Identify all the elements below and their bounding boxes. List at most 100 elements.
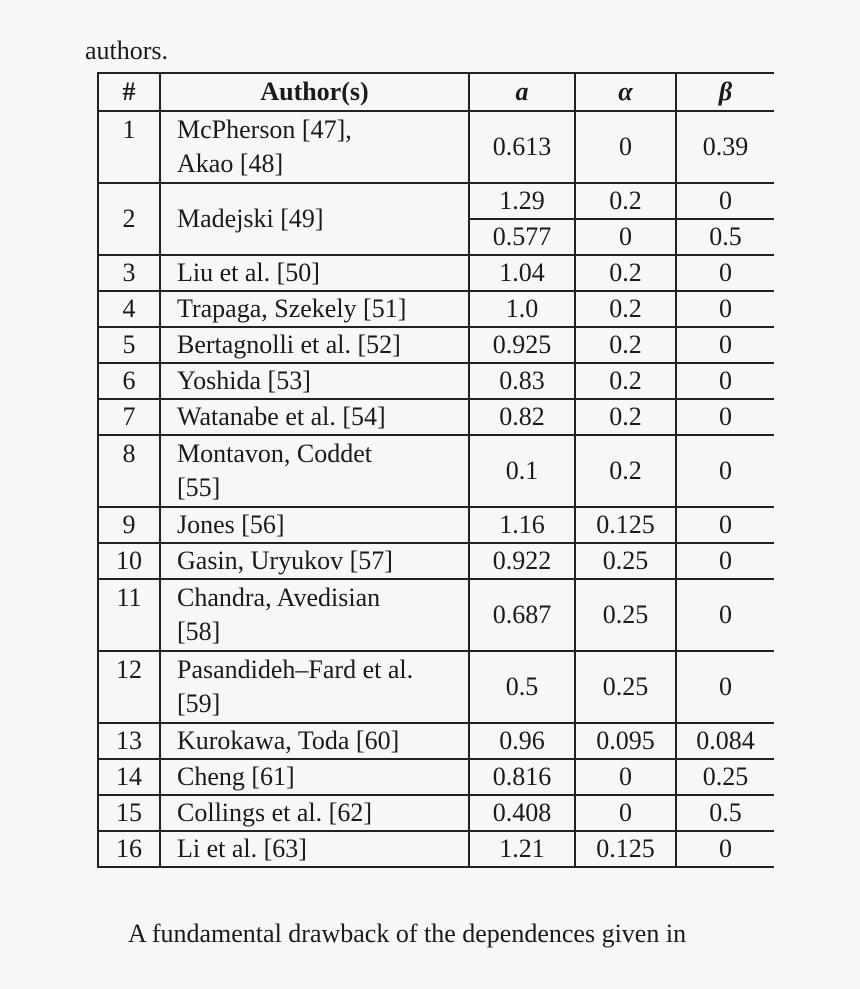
value-a: 0.577	[468, 218, 576, 256]
table-row: 5 Bertagnolli et al. [52] 0.925 0.2 0	[97, 326, 774, 364]
author-line: Jones [56]	[177, 510, 285, 539]
author-cell: Bertagnolli et al. [52]	[159, 326, 470, 364]
author-cell: Madejski [49]	[159, 182, 470, 256]
author-line: Chandra, Avedisian	[177, 583, 381, 612]
value-alpha: 0.2	[574, 290, 677, 328]
table-row: 6 Yoshida [53] 0.83 0.2 0	[97, 362, 774, 400]
value-beta: 0.5	[675, 218, 774, 256]
value-alpha: 0.25	[574, 578, 677, 652]
row-number: 5	[97, 326, 161, 364]
table-row: 7 Watanabe et al. [54] 0.82 0.2 0	[97, 398, 774, 436]
value-beta: 0	[675, 650, 774, 724]
value-beta: 0	[675, 578, 774, 652]
value-alpha: 0.2	[574, 362, 677, 400]
header-number: #	[97, 72, 161, 112]
value-a: 0.1	[468, 434, 576, 508]
header-beta: β	[675, 72, 774, 112]
row-number: 12	[97, 650, 161, 724]
author-cell: Collings et al. [62]	[159, 794, 470, 832]
value-a: 1.04	[468, 254, 576, 292]
author-cell: Chandra, Avedisian [58]	[159, 578, 470, 652]
author-line: Kurokawa, Toda [60]	[177, 726, 400, 755]
value-alpha: 0.25	[574, 542, 677, 580]
header-alpha: α	[574, 72, 677, 112]
author-line: Montavon, Coddet	[177, 439, 372, 468]
header-a: a	[468, 72, 576, 112]
author-cell: McPherson [47], Akao [48]	[159, 110, 470, 184]
value-alpha: 0.2	[574, 326, 677, 364]
value-alpha: 0.2	[574, 182, 677, 220]
value-alpha: 0	[574, 758, 677, 796]
table-row: 16 Li et al. [63] 1.21 0.125 0	[97, 830, 774, 868]
row-number: 16	[97, 830, 161, 868]
value-beta: 0	[675, 830, 774, 868]
value-alpha: 0.2	[574, 254, 677, 292]
value-alpha: 0.2	[574, 434, 677, 508]
row-number: 4	[97, 290, 161, 328]
following-text: A fundamental drawback of the dependence…	[128, 919, 687, 948]
value-alpha: 0.125	[574, 506, 677, 544]
author-line: [59]	[177, 689, 221, 718]
value-a: 0.82	[468, 398, 576, 436]
value-a: 0.687	[468, 578, 576, 652]
row-number: 2	[97, 182, 161, 256]
row-number: 15	[97, 794, 161, 832]
author-line: Liu et al. [50]	[177, 258, 320, 287]
author-line: Bertagnolli et al. [52]	[177, 330, 401, 359]
author-cell: Kurokawa, Toda [60]	[159, 722, 470, 760]
value-alpha: 0.095	[574, 722, 677, 760]
value-a: 1.0	[468, 290, 576, 328]
value-a: 0.816	[468, 758, 576, 796]
author-line: Akao [48]	[177, 149, 284, 178]
author-line: Trapaga, Szekely [51]	[177, 294, 407, 323]
author-line: McPherson [47],	[177, 115, 352, 144]
author-cell: Liu et al. [50]	[159, 254, 470, 292]
author-cell: Watanabe et al. [54]	[159, 398, 470, 436]
value-a: 1.16	[468, 506, 576, 544]
authors-coefficients-table: # Author(s) a α β 1 McPherson [47], Akao […	[97, 72, 774, 868]
table-row: 15 Collings et al. [62] 0.408 0 0.5	[97, 794, 774, 832]
author-line: Pasandideh–Fard et al.	[177, 655, 414, 684]
table-row: 1 McPherson [47], Akao [48] 0.613 0 0.39	[97, 110, 774, 184]
value-beta: 0.5	[675, 794, 774, 832]
table-row: 2 Madejski [49] 1.29 0.2 0	[97, 182, 774, 256]
row-number: 3	[97, 254, 161, 292]
value-beta: 0	[675, 326, 774, 364]
value-a: 0.925	[468, 326, 576, 364]
value-beta: 0	[675, 434, 774, 508]
value-alpha: 0	[574, 110, 677, 184]
value-alpha: 0.25	[574, 650, 677, 724]
row-number: 7	[97, 398, 161, 436]
row-number: 9	[97, 506, 161, 544]
value-beta: 0.39	[675, 110, 774, 184]
table-row: 11 Chandra, Avedisian [58] 0.687 0.25 0	[97, 578, 774, 652]
value-beta: 0	[675, 398, 774, 436]
value-alpha: 0.125	[574, 830, 677, 868]
author-cell: Jones [56]	[159, 506, 470, 544]
row-number: 6	[97, 362, 161, 400]
value-a: 0.5	[468, 650, 576, 724]
value-a: 0.922	[468, 542, 576, 580]
table-row: 12 Pasandideh–Fard et al. [59] 0.5 0.25 0	[97, 650, 774, 724]
table-row: 10 Gasin, Uryukov [57] 0.922 0.25 0	[97, 542, 774, 580]
row-number: 11	[97, 578, 161, 652]
row-number: 10	[97, 542, 161, 580]
author-line: Madejski [49]	[177, 204, 324, 233]
table-row: 9 Jones [56] 1.16 0.125 0	[97, 506, 774, 544]
author-cell: Montavon, Coddet [55]	[159, 434, 470, 508]
author-cell: Li et al. [63]	[159, 830, 470, 868]
author-line: Gasin, Uryukov [57]	[177, 546, 393, 575]
author-line: [58]	[177, 617, 221, 646]
value-a: 1.29	[468, 182, 576, 220]
author-cell: Trapaga, Szekely [51]	[159, 290, 470, 328]
author-cell: Pasandideh–Fard et al. [59]	[159, 650, 470, 724]
author-line: Cheng [61]	[177, 762, 295, 791]
author-line: Yoshida [53]	[177, 366, 311, 395]
author-cell: Cheng [61]	[159, 758, 470, 796]
value-a: 0.96	[468, 722, 576, 760]
value-a: 0.408	[468, 794, 576, 832]
value-beta: 0	[675, 254, 774, 292]
table-body: 1 McPherson [47], Akao [48] 0.613 0 0.39 2 Made…	[97, 110, 774, 868]
value-alpha: 0	[574, 794, 677, 832]
row-number: 14	[97, 758, 161, 796]
